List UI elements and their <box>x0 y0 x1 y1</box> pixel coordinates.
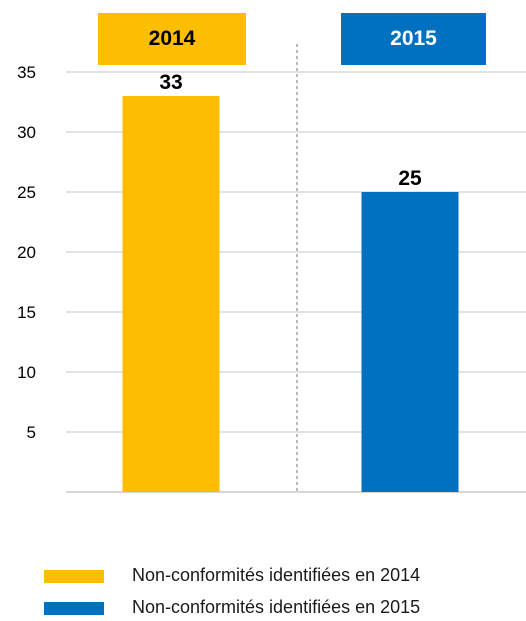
category-header-2015: 2015 <box>341 13 486 65</box>
y-tick-label: 20 <box>17 243 36 262</box>
y-tick-label: 15 <box>17 303 36 322</box>
data-label: 25 <box>398 167 422 190</box>
y-tick-label: 25 <box>17 183 36 202</box>
legend-label: Non-conformités identifiées en 2014 <box>132 565 421 585</box>
y-tick-label: 5 <box>27 423 36 442</box>
data-label: 33 <box>159 71 182 94</box>
bar-2014 <box>122 96 220 492</box>
y-tick-label: 35 <box>17 63 36 82</box>
category-header-2014: 2014 <box>98 13 246 65</box>
category-header-label: 2015 <box>390 27 437 50</box>
legend-label: Non-conformités identifiées en 2015 <box>132 597 421 617</box>
legend-item-2014: Non-conformités identifiées en 2014 <box>44 565 504 589</box>
legend-swatch <box>44 602 104 615</box>
legend-swatch <box>44 570 104 583</box>
legend-item-2015: Non-conformités identifiées en 2015 <box>44 597 504 621</box>
category-header-label: 2014 <box>148 27 196 50</box>
y-tick-label: 30 <box>17 123 36 142</box>
bar-2015 <box>361 192 459 492</box>
y-tick-label: 10 <box>17 363 36 382</box>
